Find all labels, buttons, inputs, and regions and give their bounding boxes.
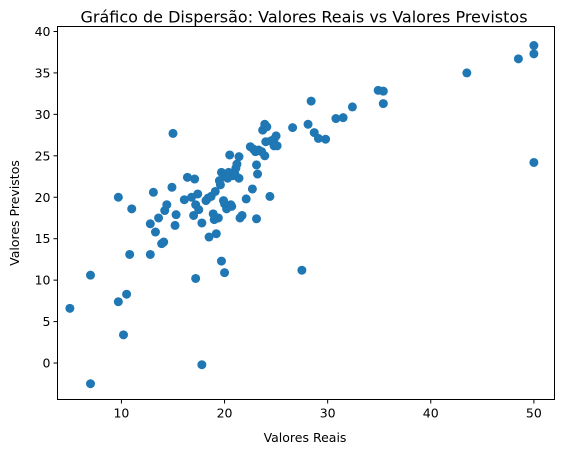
y-tick-label: 30 (35, 107, 51, 122)
data-points (65, 41, 539, 389)
data-point (86, 270, 95, 280)
data-point (159, 237, 169, 247)
data-point (213, 213, 223, 223)
data-point (260, 151, 270, 161)
data-point (347, 102, 357, 112)
x-tick-label: 20 (217, 406, 233, 421)
data-point (227, 201, 237, 211)
data-point (148, 187, 158, 197)
x-tick-label: 10 (113, 406, 129, 421)
data-point (252, 214, 262, 224)
data-point (167, 182, 177, 192)
data-point (168, 128, 178, 138)
data-point (210, 186, 220, 196)
data-point (113, 297, 123, 307)
data-point (378, 99, 388, 109)
data-point (193, 189, 203, 199)
data-point (247, 184, 257, 194)
x-axis-ticks: 10 20 30 40 50 (113, 399, 542, 421)
data-point (271, 131, 281, 141)
data-point (220, 268, 230, 278)
data-point (306, 96, 316, 106)
x-tick-label: 40 (423, 406, 439, 421)
data-point (462, 68, 472, 78)
data-point (215, 180, 225, 190)
data-point (204, 232, 214, 242)
data-point (145, 249, 155, 259)
data-point (179, 195, 189, 205)
chart-title: Gráfico de Dispersão: Valores Reais vs V… (80, 8, 527, 27)
data-point (272, 141, 282, 151)
data-point (297, 265, 307, 275)
data-point (262, 122, 272, 132)
data-point (162, 200, 172, 210)
x-tick-label: 30 (320, 406, 336, 421)
data-point (234, 173, 244, 183)
data-point (189, 210, 199, 220)
data-point (237, 210, 247, 220)
data-point (194, 205, 204, 215)
data-point (234, 152, 244, 162)
y-axis-label: Valores Previstos (7, 160, 22, 266)
data-point (190, 174, 200, 184)
data-point (338, 113, 348, 123)
data-point (150, 227, 160, 237)
y-tick-label: 40 (35, 24, 51, 39)
data-point (182, 172, 192, 182)
data-point (529, 41, 539, 51)
data-point (127, 204, 137, 214)
data-point (313, 133, 323, 143)
data-point (122, 289, 132, 299)
data-point (191, 273, 201, 283)
y-axis-ticks: 0 5 10 15 20 25 30 35 40 (35, 24, 58, 371)
x-axis-label: Valores Reais (264, 430, 347, 445)
y-tick-label: 10 (35, 273, 51, 288)
data-point (529, 157, 539, 167)
data-point (265, 191, 275, 201)
data-point (65, 303, 75, 313)
data-point (125, 249, 135, 259)
data-point (513, 54, 523, 64)
data-point (145, 219, 155, 229)
data-point (241, 194, 251, 204)
y-tick-label: 5 (43, 314, 51, 329)
data-point (170, 220, 180, 230)
data-point (529, 49, 539, 59)
data-point (197, 218, 207, 228)
y-tick-label: 25 (35, 148, 51, 163)
data-point (378, 86, 388, 96)
data-point (86, 379, 95, 389)
data-point (154, 213, 164, 223)
data-point (288, 123, 298, 133)
data-point (197, 360, 207, 370)
data-point (232, 159, 242, 169)
data-point (303, 119, 313, 129)
data-point (216, 256, 226, 266)
data-point (252, 160, 262, 170)
data-point (211, 229, 221, 239)
x-tick-label: 50 (526, 406, 542, 421)
data-point (113, 192, 123, 202)
y-tick-label: 15 (35, 231, 51, 246)
y-tick-label: 20 (35, 190, 51, 205)
y-tick-label: 0 (43, 356, 51, 371)
data-point (171, 210, 181, 220)
data-point (225, 150, 235, 160)
plot-frame (57, 26, 555, 400)
data-point (331, 114, 341, 124)
data-point (321, 134, 331, 144)
data-point (118, 330, 128, 340)
y-tick-label: 35 (35, 65, 51, 80)
data-point (253, 169, 263, 179)
